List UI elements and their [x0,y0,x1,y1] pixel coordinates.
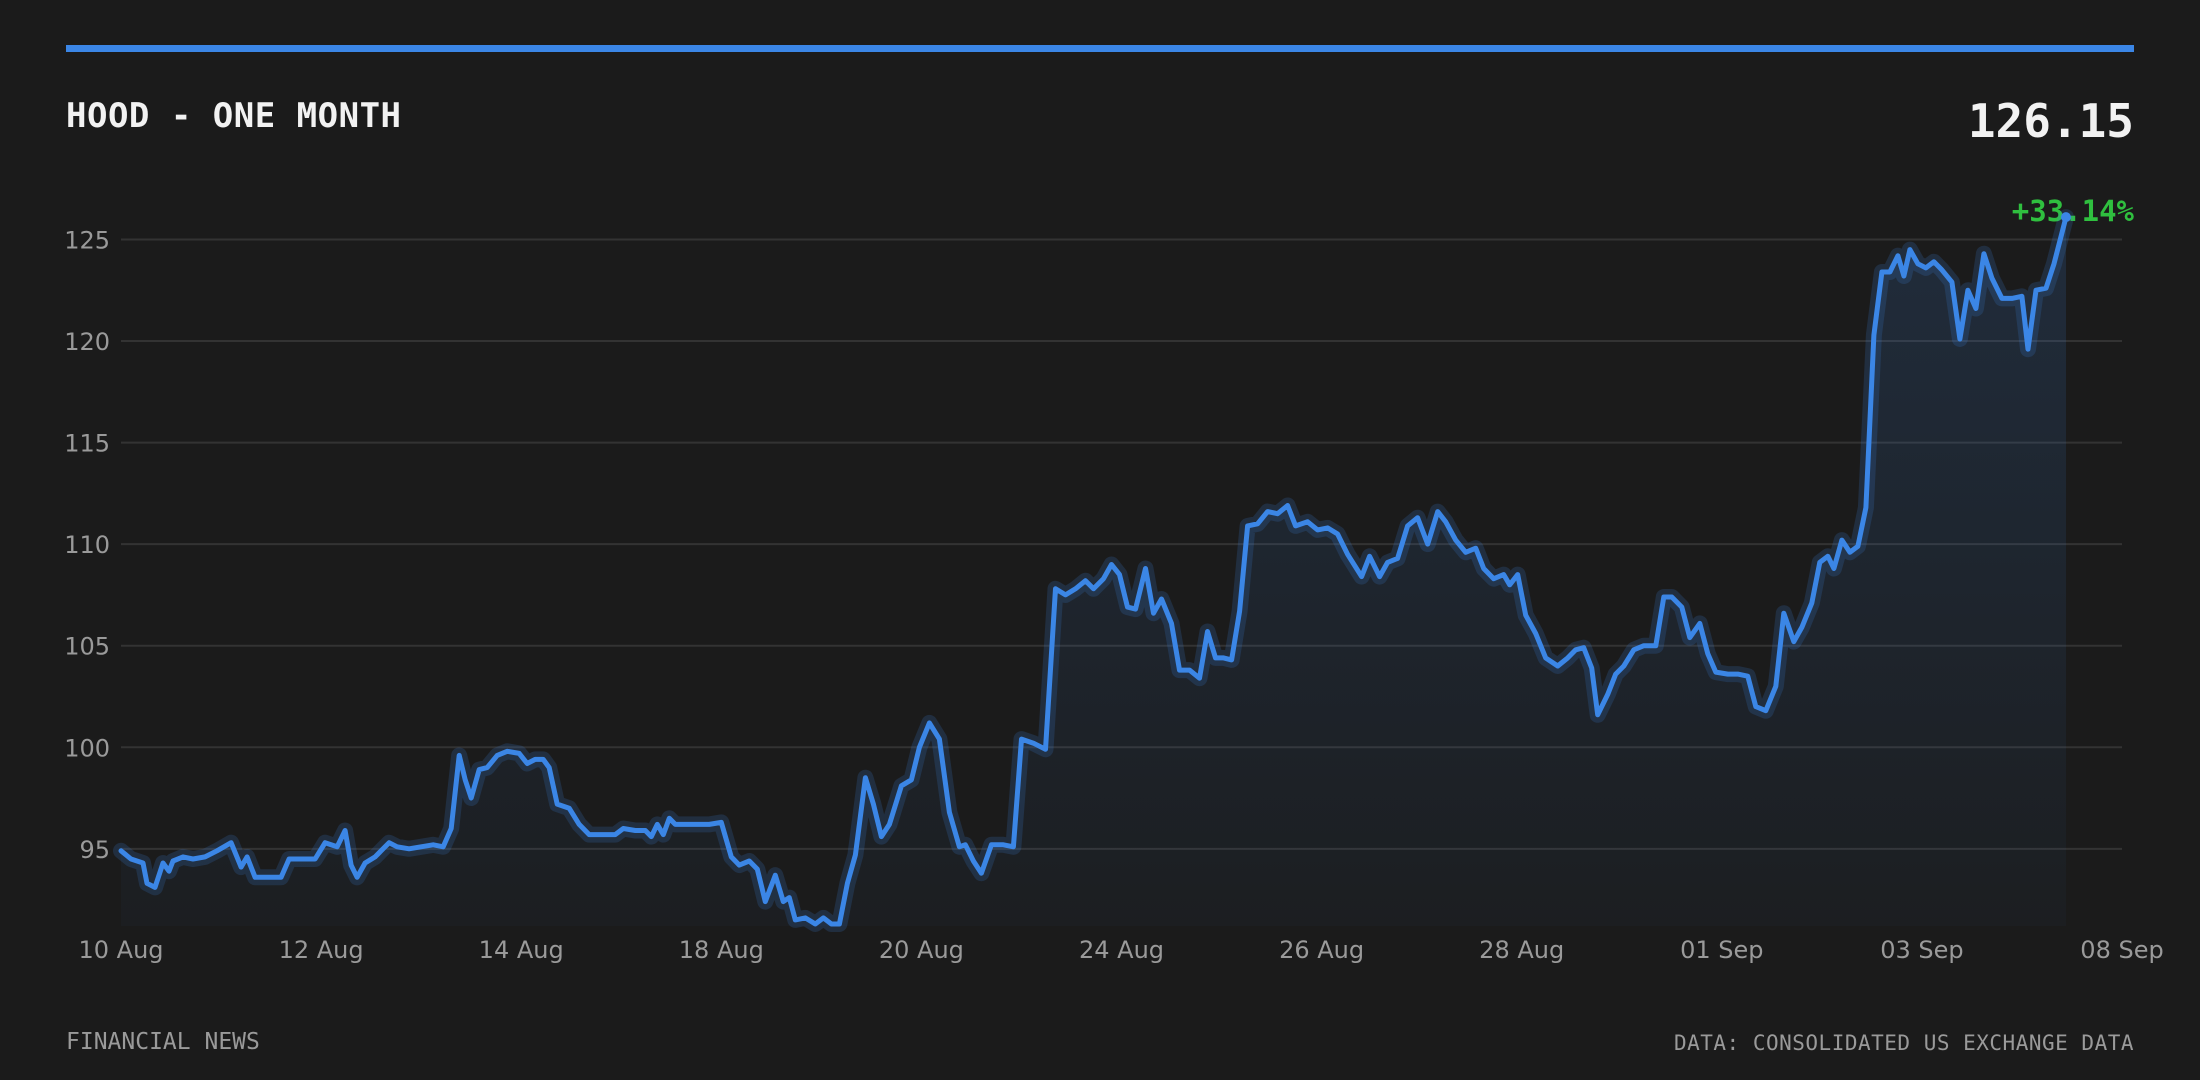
x-tick-label: 03 Sep [1880,936,1963,964]
x-tick-label: 24 Aug [1079,936,1164,964]
current-price: 126.15 [1967,94,2134,148]
x-tick-label: 28 Aug [1479,936,1564,964]
x-tick-label: 08 Sep [2080,936,2163,964]
last-price-marker [2060,212,2071,223]
footer-source-right: DATA: CONSOLIDATED US EXCHANGE DATA [1673,1031,2134,1055]
x-tick-label: 20 Aug [879,936,964,964]
x-tick-label: 18 Aug [679,936,764,964]
x-tick-label: 26 Aug [1279,936,1364,964]
y-tick-label: 105 [64,633,110,661]
y-tick-label: 95 [79,836,110,864]
y-tick-label: 115 [64,430,110,458]
y-tick-label: 100 [64,734,110,762]
x-tick-label: 12 Aug [279,936,364,964]
price-line [118,214,2069,927]
x-tick-label: 01 Sep [1680,936,1763,964]
chart-title: HOOD - ONE MONTH [66,96,402,136]
y-tick-label: 110 [64,531,110,559]
accent-bar [66,45,2134,52]
footer-source-left: FINANCIAL NEWS [66,1029,260,1055]
percent-change: +33.14% [2011,194,2134,228]
y-tick-label: 120 [64,328,110,356]
price-area [121,217,2066,927]
x-axis: 10 Aug 12 Aug 14 Aug 18 Aug 20 Aug 24 Aug 26 A… [78,936,2163,964]
y-axis: 95 100 105 110 115 120 125 [64,226,110,863]
x-tick-label: 14 Aug [479,936,564,964]
y-tick-label: 125 [64,226,110,254]
x-tick-label: 10 Aug [78,936,163,964]
